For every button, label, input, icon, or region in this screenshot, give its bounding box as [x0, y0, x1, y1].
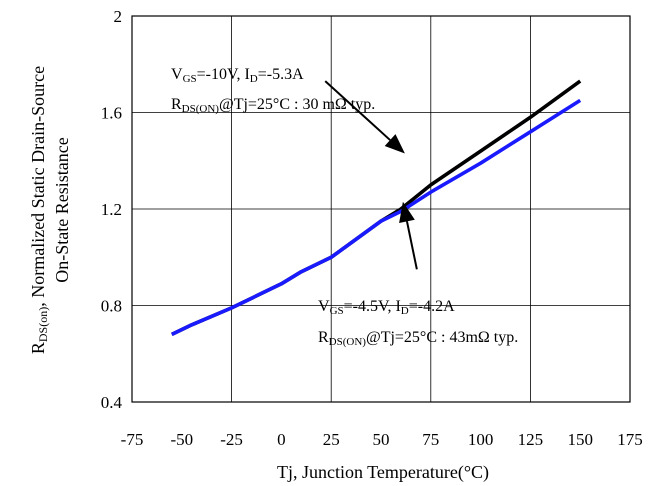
annotation-text: @Tj=25°C : 43mΩ typ. [366, 329, 518, 346]
annotation-text: V [318, 298, 330, 315]
annotation-4v5-line2: RDS(ON)@Tj=25°C : 43mΩ typ. [318, 329, 518, 348]
series-line-0 [171, 79, 582, 337]
x-tick-label: -25 [220, 430, 243, 449]
annotation-text: =-4.5V, I [344, 298, 401, 315]
x-tick-label: 100 [468, 430, 494, 449]
x-tick-label: 0 [277, 430, 286, 449]
annotation-subscript: DS(ON) [329, 336, 367, 348]
x-tick-label: 75 [422, 430, 439, 449]
x-axis-label: Tj, Junction Temperature(°C) [277, 462, 489, 483]
annotation-arrows [324, 80, 418, 270]
annotation-subscript: D [250, 73, 258, 85]
y-tick-label: 1.2 [101, 200, 122, 219]
x-tick-labels: -75 -50 -25 0 25 50 75 100 125 150 175 [121, 430, 643, 449]
annotation-arrow-1 [405, 221, 418, 270]
x-tick-label: 175 [617, 430, 643, 449]
plot-frame [131, 15, 631, 403]
annotation-10v-line2: RDS(ON)@Tj=25°C : 30 mΩ typ. [171, 96, 375, 115]
y-axis-label-symbol: R [28, 342, 48, 354]
series-group [171, 79, 582, 337]
annotation-subscript: GS [330, 305, 344, 317]
y-axis-label-subscript: DS(on) [36, 307, 50, 342]
y-tick-labels: 0.4 0.8 1.2 1.6 2 [101, 7, 123, 412]
x-tick-label: 25 [323, 430, 340, 449]
annotation-subscript: DS(ON) [182, 103, 220, 115]
y-tick-label: 0.8 [101, 297, 122, 316]
y-axis-label-line1: RDS(on), Normalized Static Drain-Source [28, 66, 50, 354]
annotation-10v-line1: VGS=-10V, ID=-5.3A [171, 66, 304, 85]
annotation-text: @Tj=25°C : 30 mΩ typ. [219, 96, 375, 113]
annotation-arrow-0 [324, 80, 391, 141]
grid [132, 16, 630, 402]
x-tick-label: -50 [170, 430, 193, 449]
annotation-text: =-4.2A [409, 298, 455, 315]
annotation-arrowhead-1 [399, 201, 415, 223]
y-axis-label-rest: , Normalized Static Drain-Source [28, 66, 48, 307]
annotation-4v5-line1: VGS=-4.5V, ID=-4.2A [318, 298, 455, 317]
y-axis-label-line2: On-State Resistance [52, 137, 72, 282]
annotation-text: V [171, 66, 183, 83]
annotation-4v5: VGS=-4.5V, ID=-4.2A RDS(ON)@Tj=25°C : 43… [318, 298, 518, 348]
annotation-arrowhead-0 [384, 134, 405, 154]
annotation-text: =-10V, I [197, 66, 250, 83]
y-tick-label: 0.4 [101, 393, 123, 412]
annotation-10v: VGS=-10V, ID=-5.3A RDS(ON)@Tj=25°C : 30 … [171, 66, 375, 115]
annotation-text: R [318, 329, 329, 346]
x-tick-label: 150 [567, 430, 593, 449]
annotation-text: R [171, 96, 182, 113]
x-tick-label: -75 [121, 430, 144, 449]
x-tick-label: 125 [518, 430, 544, 449]
annotation-subscript: GS [183, 73, 197, 85]
y-tick-label: 2 [114, 7, 123, 26]
y-tick-label: 1.6 [101, 104, 122, 123]
series-line-1 [171, 98, 582, 337]
annotation-text: =-5.3A [258, 66, 304, 83]
x-tick-label: 50 [373, 430, 390, 449]
annotation-subscript: D [401, 305, 409, 317]
